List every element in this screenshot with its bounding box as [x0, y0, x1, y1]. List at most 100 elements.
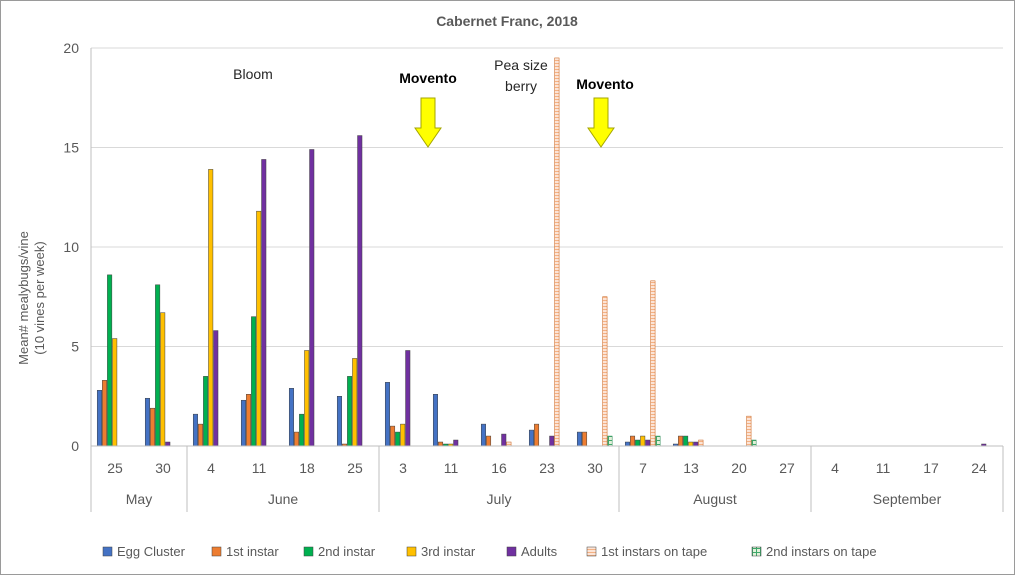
bar-egg-cluster — [385, 382, 389, 446]
bar-3rd-instar — [352, 358, 356, 446]
bar-3rd-instar — [112, 339, 116, 446]
x-tick-label: 18 — [299, 460, 315, 476]
bar-1st-instar — [102, 380, 106, 446]
bar-3rd-instar — [400, 424, 404, 446]
legend-swatch — [507, 547, 516, 556]
x-tick-label: 24 — [971, 460, 987, 476]
bar-egg-cluster — [289, 388, 293, 446]
chart-title: Cabernet Franc, 2018 — [436, 13, 578, 29]
legend-swatch — [752, 547, 761, 556]
bar-2nd-instar — [347, 376, 351, 446]
bar-2nd-instar — [107, 275, 111, 446]
bar-2nd-instars-on-tape — [656, 436, 660, 446]
x-tick-label: 16 — [491, 460, 507, 476]
x-tick-label: 7 — [639, 460, 647, 476]
y-tick-label: 15 — [63, 140, 79, 156]
x-tick-label: 27 — [779, 460, 795, 476]
bar-1st-instar — [630, 436, 634, 446]
bar-egg-cluster — [625, 442, 629, 446]
bar-1st-instar — [150, 408, 154, 446]
x-tick-label: 4 — [831, 460, 839, 476]
x-tick-label: 25 — [107, 460, 123, 476]
x-tick-label: 3 — [399, 460, 407, 476]
x-tick-label: 11 — [444, 460, 459, 476]
bar-3rd-instar — [208, 169, 212, 446]
y-axis-label: Mean# mealybugs/vine — [16, 231, 31, 365]
bar-egg-cluster — [145, 398, 149, 446]
month-label: September — [873, 491, 942, 507]
annotation-label: berry — [505, 78, 537, 94]
legend-entry: 2nd instars on tape — [766, 544, 877, 559]
month-label: August — [693, 491, 737, 507]
bar-1st-instar — [678, 436, 682, 446]
bar-egg-cluster — [241, 400, 245, 446]
month-label: May — [126, 491, 152, 507]
y-axis-sublabel: (10 vines per week) — [32, 241, 47, 354]
bar-1st-instars-on-tape — [747, 416, 751, 446]
bar-adults — [214, 331, 218, 446]
bar-adults — [454, 440, 458, 446]
x-tick-label: 30 — [587, 460, 603, 476]
bar-adults — [646, 440, 650, 446]
legend-entry: 1st instar — [226, 544, 279, 559]
annotation-movento: Movento — [399, 70, 457, 86]
bar-1st-instar — [390, 426, 394, 446]
bar-2nd-instar — [155, 285, 159, 446]
x-tick-label: 17 — [923, 460, 939, 476]
x-tick-label: 13 — [683, 460, 699, 476]
bar-egg-cluster — [481, 424, 485, 446]
bar-adults — [406, 350, 410, 446]
month-label: June — [268, 491, 299, 507]
bar-2nd-instar — [251, 317, 255, 446]
bar-1st-instar — [534, 424, 538, 446]
legend-entry: 3rd instar — [421, 544, 476, 559]
legend-swatch — [103, 547, 112, 556]
bar-2nd-instar — [395, 432, 399, 446]
legend-entry: Adults — [521, 544, 558, 559]
bar-1st-instars-on-tape — [699, 440, 703, 446]
bar-1st-instar — [582, 432, 586, 446]
bar-2nd-instar — [683, 436, 687, 446]
legend-entry: 2nd instar — [318, 544, 376, 559]
bar-adults — [694, 442, 698, 446]
bar-adults — [262, 159, 266, 446]
legend-swatch — [587, 547, 596, 556]
y-tick-label: 5 — [71, 339, 79, 355]
bar-1st-instars-on-tape — [555, 58, 559, 446]
bar-3rd-instar — [256, 211, 260, 446]
x-tick-label: 4 — [207, 460, 215, 476]
x-tick-label: 30 — [155, 460, 171, 476]
bar-3rd-instar — [640, 436, 644, 446]
bar-egg-cluster — [337, 396, 341, 446]
bar-1st-instars-on-tape — [651, 281, 655, 446]
bar-2nd-instars-on-tape — [752, 440, 756, 446]
bar-1st-instar — [246, 394, 250, 446]
month-label: July — [487, 491, 512, 507]
bar-2nd-instar — [299, 414, 303, 446]
legend-swatch — [407, 547, 416, 556]
bar-2nd-instar — [635, 440, 639, 446]
bar-egg-cluster — [529, 430, 533, 446]
legend-swatch — [304, 547, 313, 556]
bar-3rd-instar — [160, 313, 164, 446]
x-tick-label: 20 — [731, 460, 747, 476]
bar-3rd-instar — [688, 442, 692, 446]
x-tick-label: 23 — [539, 460, 555, 476]
bar-adults — [502, 434, 506, 446]
y-tick-label: 10 — [63, 239, 79, 255]
x-tick-label: 25 — [347, 460, 363, 476]
bar-egg-cluster — [577, 432, 581, 446]
annotation-label: Bloom — [233, 66, 273, 82]
annotation-label: Pea size — [494, 57, 548, 73]
annotation-movento: Movento — [576, 76, 634, 92]
legend-entry: Egg Cluster — [117, 544, 186, 559]
bar-adults — [550, 436, 554, 446]
bar-egg-cluster — [97, 390, 101, 446]
bar-3rd-instar — [304, 350, 308, 446]
bar-2nd-instars-on-tape — [608, 436, 612, 446]
y-tick-label: 20 — [63, 40, 79, 56]
bar-1st-instars-on-tape — [603, 297, 607, 446]
bar-1st-instar — [438, 442, 442, 446]
